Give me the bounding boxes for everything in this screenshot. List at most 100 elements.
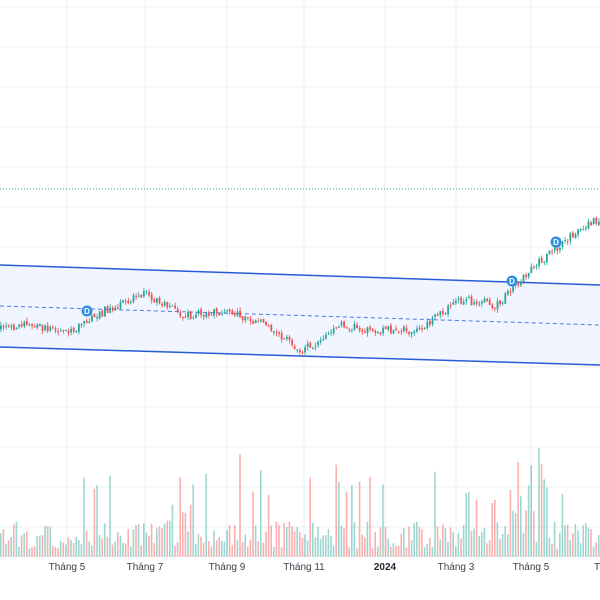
candle-body (176, 309, 179, 312)
candle-body (33, 325, 36, 328)
volume-bar (486, 543, 488, 557)
candle-body (499, 300, 501, 305)
candle-body (218, 313, 221, 316)
candle-body (486, 298, 488, 301)
x-axis-label: Tháng 5 (513, 562, 550, 573)
volume-bar (7, 540, 10, 557)
candle-body (525, 274, 527, 278)
volume-bar (18, 546, 20, 557)
volume-bar (361, 534, 363, 557)
volume-bar (543, 479, 545, 557)
dividend-marker[interactable]: D (506, 275, 518, 287)
volume-bar (421, 529, 423, 557)
candle-body (166, 302, 169, 308)
volume-bar (572, 533, 574, 557)
volume-bar (111, 544, 114, 557)
x-axis-label: T (594, 562, 600, 573)
candle-body (327, 333, 330, 335)
channel-mid-line[interactable] (0, 305, 600, 326)
volume-bar (431, 547, 434, 557)
candle-body (470, 296, 473, 306)
volume-bar (366, 521, 369, 557)
candle-body (322, 338, 325, 340)
candle-body (182, 316, 184, 318)
volume-bar (145, 532, 148, 557)
volume-bar (507, 534, 509, 557)
volume-bar (455, 546, 457, 557)
candle-body (312, 347, 314, 349)
x-axis-label: Tháng 5 (49, 562, 86, 573)
candle-body (379, 332, 382, 335)
candle-body (23, 321, 26, 327)
candle-body (5, 325, 7, 327)
candle-body (418, 327, 421, 330)
dividend-marker[interactable]: D (81, 305, 93, 317)
candle-body (236, 311, 239, 317)
candle-body (239, 310, 241, 318)
candle-body (410, 332, 413, 335)
candle-body (114, 307, 117, 311)
candle-body (104, 306, 106, 317)
volume-bar (408, 526, 410, 557)
volume-bar (351, 485, 353, 557)
volume-bar (468, 492, 470, 557)
candle-body (413, 331, 416, 334)
volume-bar (119, 535, 122, 557)
candle-body (314, 346, 317, 348)
candle-body (65, 329, 67, 331)
volume-bar (15, 521, 18, 557)
candle-body (509, 291, 512, 293)
candle-body (478, 303, 481, 305)
volume-bar (39, 535, 41, 557)
candle-body (122, 300, 124, 303)
candle-body (582, 229, 585, 231)
volume-bar (270, 525, 272, 557)
candle-body (369, 327, 371, 330)
volume-bar (101, 538, 103, 557)
volume-bar (473, 528, 475, 557)
volume-bar (449, 527, 452, 557)
candle-body (501, 302, 504, 304)
volume-bar (288, 522, 291, 557)
candle-body (566, 241, 569, 243)
volume-bar (26, 531, 28, 557)
candle-body (444, 313, 447, 315)
volume-bar (535, 541, 538, 557)
volume-bar (278, 525, 280, 557)
candle-body (340, 322, 343, 326)
candle-body (106, 306, 109, 314)
volume-bar (31, 547, 33, 557)
candle-body (304, 347, 306, 353)
candle-body (465, 299, 468, 302)
candle-body (491, 304, 494, 309)
x-axis-label: Tháng 3 (438, 562, 475, 573)
volume-bar (299, 532, 301, 557)
dividend-marker[interactable]: D (550, 236, 562, 248)
volume-bar (457, 532, 460, 557)
channel-lower-line[interactable] (0, 346, 600, 366)
volume-bar (405, 547, 408, 557)
volume-bar (67, 537, 70, 557)
volume-bar (478, 536, 480, 557)
candle-body (46, 325, 49, 332)
candle-body (137, 295, 140, 297)
candle-body (517, 281, 520, 286)
candle-body (301, 351, 304, 353)
candle-body (80, 324, 83, 326)
candle-body (52, 327, 54, 329)
channel-upper-line[interactable] (0, 264, 600, 286)
volume-bar (210, 546, 213, 557)
volume-bar (335, 464, 337, 557)
volume-bar (59, 540, 62, 557)
candle-body (273, 331, 275, 333)
trend-channel[interactable] (0, 264, 600, 366)
volume-bar (244, 534, 246, 557)
candle-body (371, 329, 374, 331)
candle-body (169, 306, 171, 308)
candle-body (535, 265, 538, 267)
candle-body (374, 330, 377, 333)
candle-body (59, 330, 62, 332)
volume-bar (236, 539, 239, 557)
